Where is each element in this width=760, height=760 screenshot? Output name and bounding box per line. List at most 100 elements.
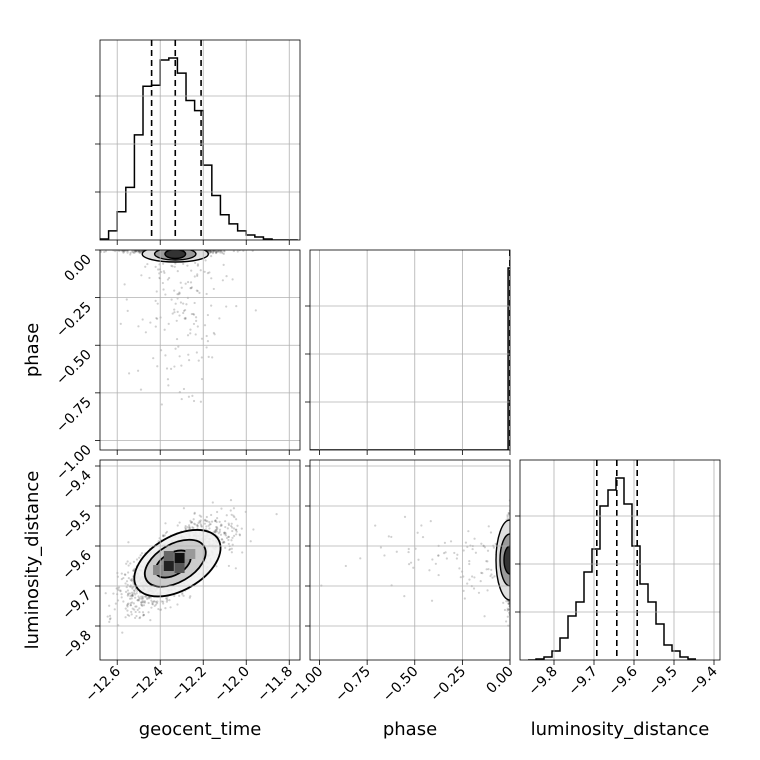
- scatter-point: [218, 520, 221, 523]
- panel-frame: [99, 39, 301, 241]
- scatter-point: [416, 531, 419, 534]
- scatter-point: [241, 551, 244, 554]
- scatter-point: [462, 549, 465, 552]
- scatter-point: [117, 586, 121, 589]
- scatter-point: [223, 250, 226, 253]
- scatter-point: [206, 272, 210, 275]
- scatter-point: [474, 551, 477, 554]
- scatter-point: [134, 610, 137, 614]
- scatter-point: [197, 521, 200, 525]
- scatter-point: [96, 631, 98, 633]
- scatter-point: [141, 601, 144, 604]
- scatter-point: [467, 530, 470, 533]
- scatter-point: [128, 597, 132, 600]
- scatter-point: [228, 548, 231, 552]
- scatter-point: [138, 596, 141, 600]
- scatter-point: [215, 530, 219, 533]
- scatter-point: [189, 281, 193, 284]
- scatter-point: [437, 554, 440, 557]
- scatter-point: [158, 272, 161, 275]
- scatter-point: [156, 601, 159, 605]
- scatter-point: [417, 558, 420, 561]
- scatter-point: [140, 250, 143, 253]
- scatter-point: [126, 604, 129, 607]
- scatter-point: [230, 524, 233, 528]
- scatter-point: [143, 601, 147, 604]
- scatter-point: [139, 251, 142, 254]
- scatter-point: [449, 540, 453, 543]
- panel-frame: [99, 249, 301, 451]
- scatter-point: [126, 605, 129, 608]
- scatter-point: [193, 511, 196, 514]
- scatter-point: [108, 620, 111, 623]
- scatter-point: [139, 616, 142, 619]
- scatter-point: [196, 524, 199, 527]
- panel-frame: [99, 459, 301, 661]
- scatter-point: [232, 250, 235, 253]
- scatter-point: [219, 250, 223, 252]
- scatter-point: [169, 606, 172, 609]
- scatter-point: [149, 321, 152, 324]
- scatter-point: [146, 596, 149, 599]
- scatter-point: [214, 519, 217, 523]
- scatter-point: [387, 535, 390, 538]
- scatter-point: [443, 541, 447, 544]
- scatter-point: [221, 279, 224, 282]
- scatter-point: [178, 355, 181, 358]
- scatter-point: [218, 530, 221, 533]
- scatter-point: [208, 520, 211, 524]
- y-tick-label: −9.7: [59, 588, 94, 623]
- scatter-point: [134, 596, 137, 599]
- scatter-point: [171, 312, 174, 315]
- panel-content: [310, 250, 510, 450]
- scatter-point: [190, 286, 193, 289]
- x-tick-label: −12.2: [168, 664, 210, 706]
- scatter-point: [195, 319, 198, 322]
- scatter-point: [108, 618, 112, 621]
- scatter-point: [168, 598, 171, 602]
- scatter-point: [227, 523, 231, 527]
- scatter-point: [213, 529, 217, 532]
- scatter-point: [176, 524, 179, 527]
- scatter-point: [141, 596, 144, 599]
- scatter-point: [154, 299, 157, 303]
- scatter-point: [109, 617, 112, 620]
- scatter-point: [166, 599, 169, 602]
- scatter-point: [206, 520, 209, 523]
- density-pixel: [153, 565, 164, 575]
- scatter-point: [178, 521, 181, 524]
- scatter-point: [126, 603, 129, 606]
- x-tick-label: −9.6: [605, 663, 640, 698]
- scatter-point: [487, 525, 490, 528]
- x-tick-label: −9.4: [685, 663, 720, 698]
- scatter-point: [208, 251, 211, 254]
- scatter-point: [466, 582, 469, 585]
- scatter-point: [219, 251, 222, 254]
- scatter-point: [214, 250, 218, 254]
- scatter-point: [217, 532, 220, 535]
- scatter-point: [184, 525, 187, 528]
- scatter-point: [140, 601, 143, 604]
- scatter-point: [128, 614, 131, 617]
- scatter-point: [217, 250, 220, 253]
- scatter-point: [213, 250, 216, 252]
- scatter-point: [214, 530, 217, 533]
- scatter-point: [165, 600, 168, 603]
- scatter-point: [480, 571, 483, 574]
- scatter-point: [126, 613, 129, 616]
- panel-content: [320, 499, 510, 627]
- scatter-point: [227, 538, 230, 542]
- scatter-point: [122, 250, 126, 253]
- scatter-point: [486, 589, 489, 592]
- scatter-point: [216, 250, 219, 253]
- scatter-point: [129, 594, 132, 598]
- scatter-point: [186, 526, 189, 529]
- scatter-point: [131, 594, 134, 597]
- scatter-point: [176, 603, 179, 606]
- scatter-point: [184, 308, 187, 312]
- scatter-point: [173, 365, 176, 368]
- scatter-point: [142, 614, 145, 617]
- scatter-point: [132, 569, 135, 572]
- scatter-point: [131, 587, 134, 590]
- scatter-point: [156, 600, 159, 603]
